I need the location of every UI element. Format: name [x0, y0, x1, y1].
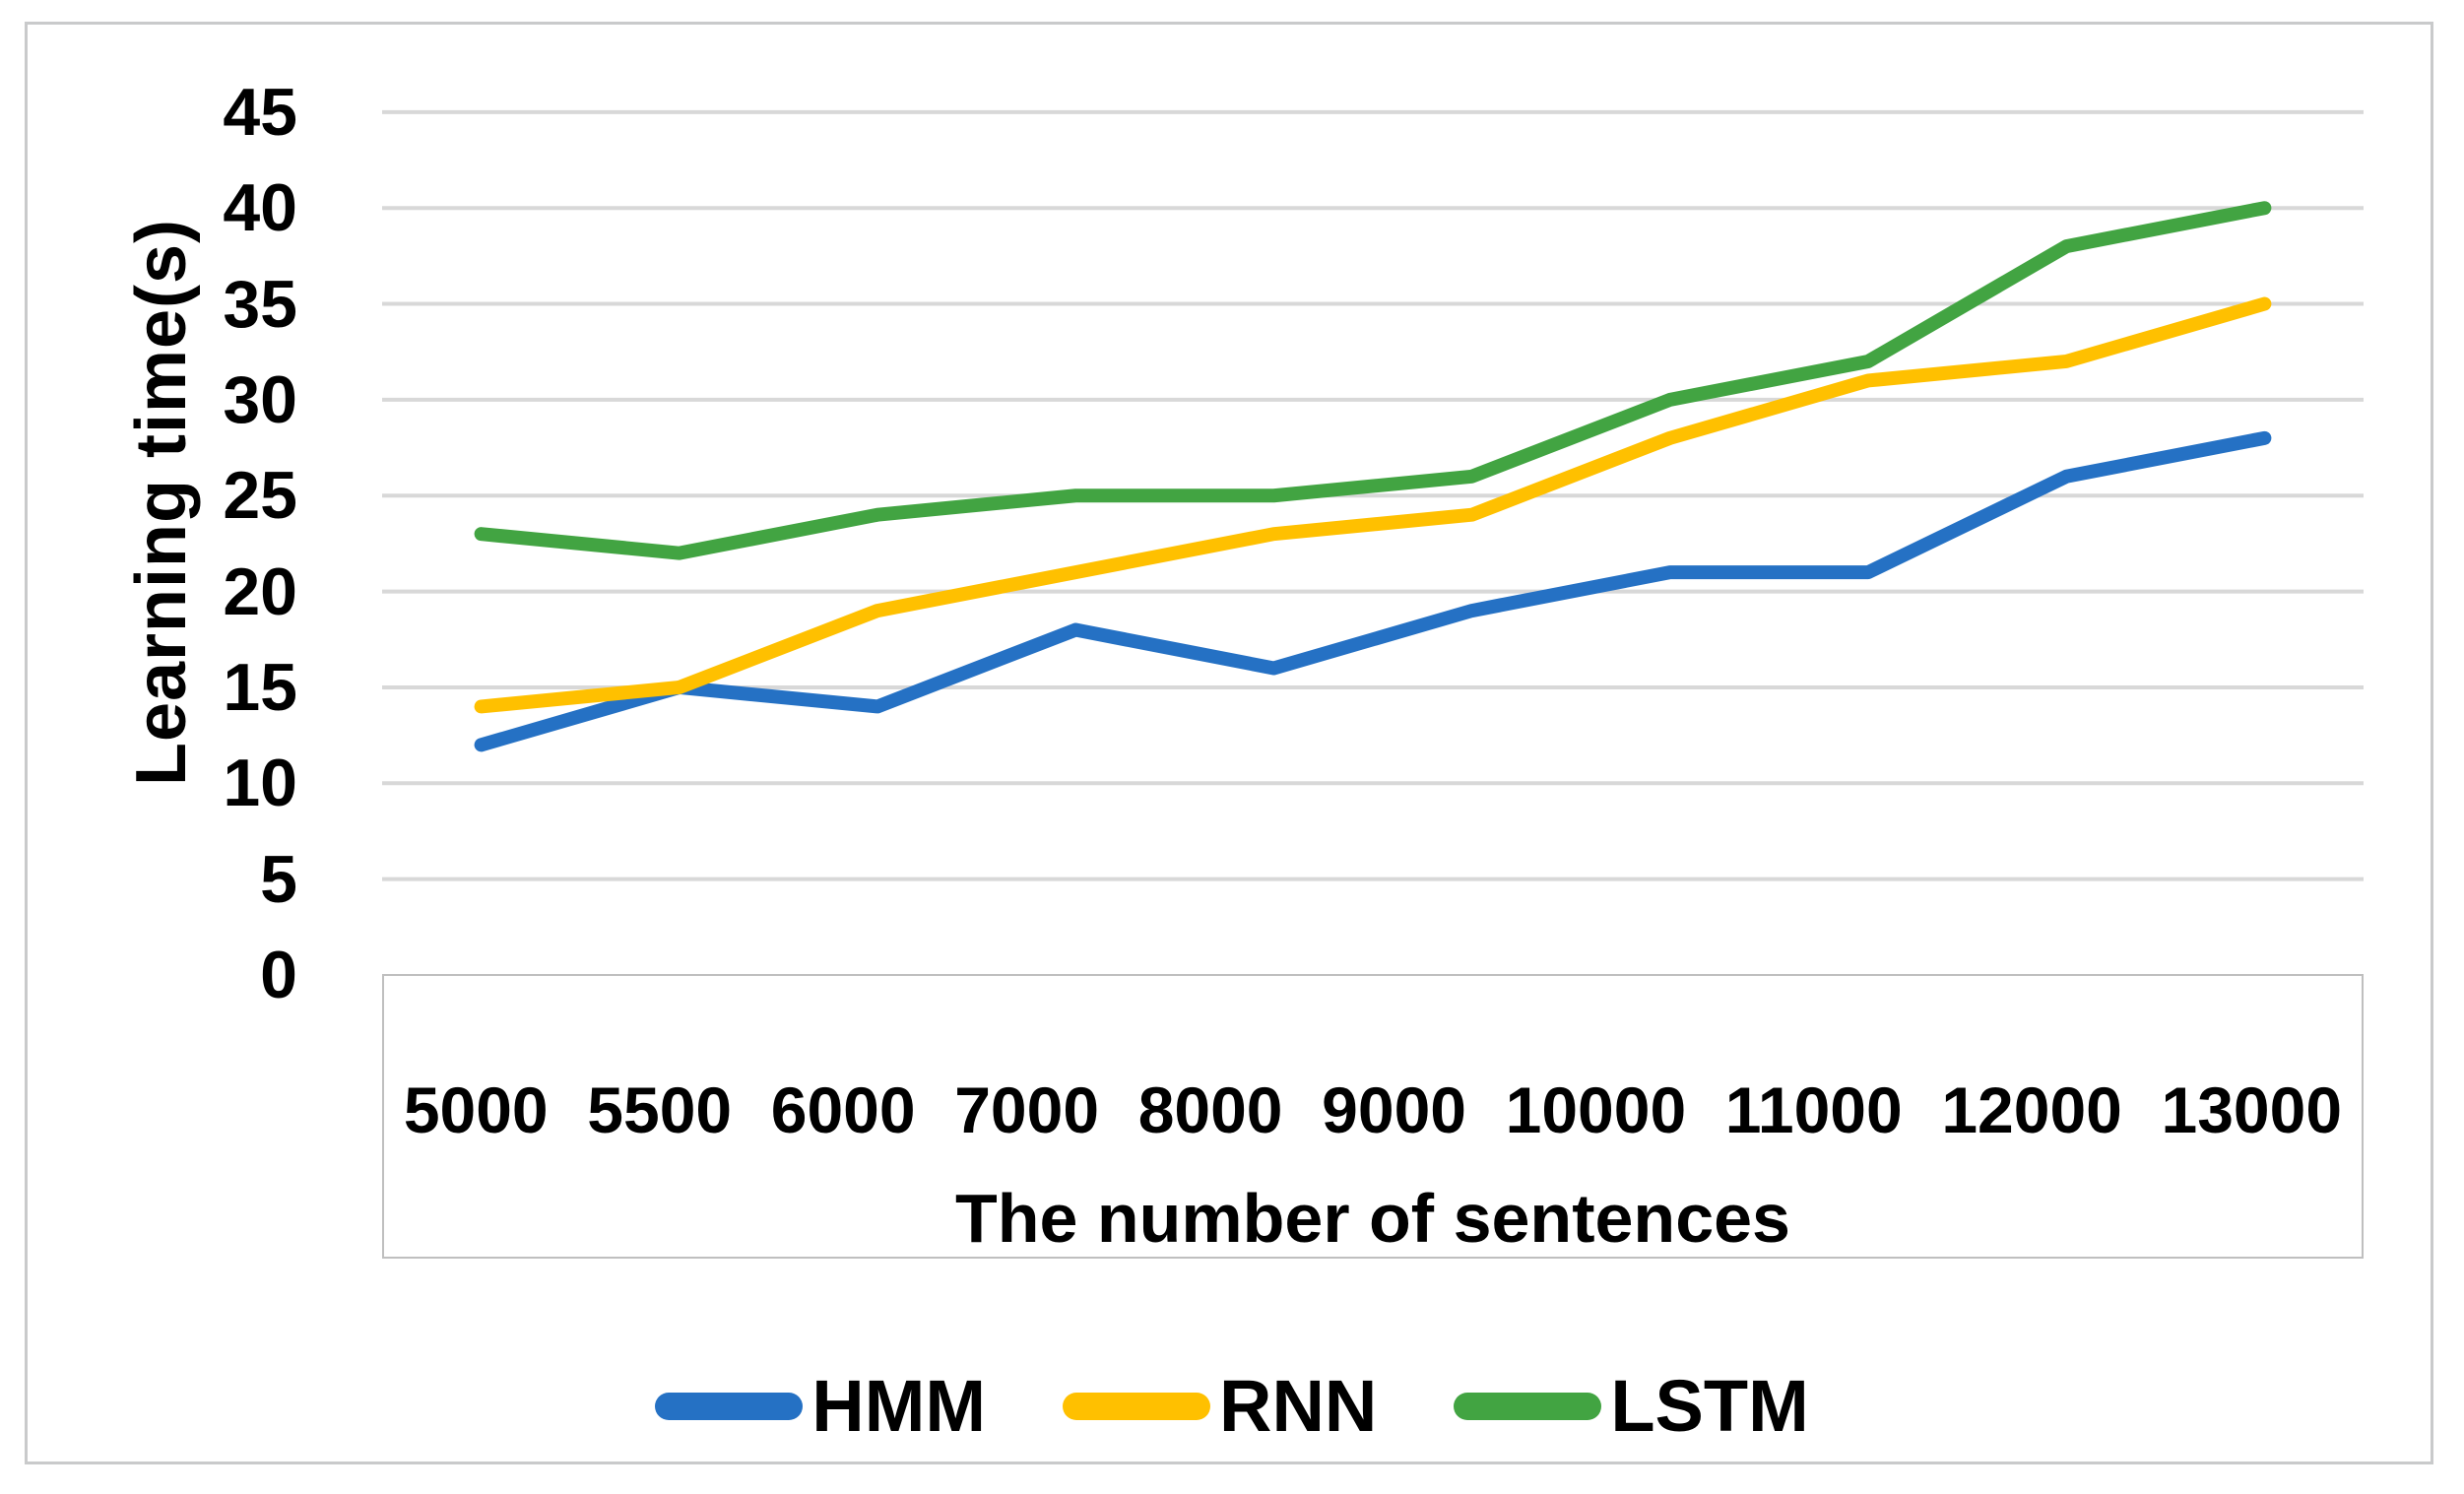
- legend-label-LSTM: LSTM: [1610, 1365, 1809, 1447]
- x-tick-label-9000: 9000: [1322, 1073, 1466, 1146]
- legend-swatch-LSTM: [1454, 1393, 1602, 1420]
- legend-swatch-RNN: [1063, 1393, 1210, 1420]
- x-tick-label-12000: 12000: [1941, 1073, 2122, 1146]
- y-tick-label-40: 40: [223, 170, 297, 246]
- y-tick-label-35: 35: [223, 266, 297, 342]
- legend-label-HMM: HMM: [811, 1365, 986, 1447]
- plot-area: [382, 109, 2364, 881]
- x-tick-label-8000: 8000: [1137, 1073, 1283, 1146]
- x-axis-title: The number of sentences: [955, 1180, 1790, 1257]
- series-line-HMM: [474, 430, 2272, 752]
- y-tick-label-30: 30: [223, 361, 297, 437]
- x-tick-label-5500: 5500: [587, 1073, 733, 1146]
- y-tick-label-25: 25: [223, 458, 297, 534]
- x-tick-label-7000: 7000: [954, 1073, 1100, 1146]
- y-tick-label-15: 15: [223, 649, 297, 725]
- legend-item-RNN: RNN: [1063, 1365, 1377, 1448]
- series-line-LSTM: [474, 201, 2272, 560]
- y-tick-label-20: 20: [223, 553, 297, 629]
- legend-swatch-HMM: [655, 1393, 804, 1420]
- legend-label-RNN: RNN: [1219, 1365, 1378, 1447]
- x-axis-band: 5000 5500 6000 7000 8000 9000 10000 11000 12000 1…: [382, 974, 2364, 1259]
- x-tick-label-11000: 11000: [1724, 1073, 1903, 1146]
- legend-item-LSTM: LSTM: [1454, 1365, 1809, 1448]
- x-tick-label-6000: 6000: [770, 1073, 916, 1146]
- x-axis-tick-labels: 5000 5500 6000 7000 8000 9000 10000 11000 12000 1…: [384, 976, 2362, 1149]
- x-tick-label-10000: 10000: [1505, 1073, 1687, 1146]
- x-tick-label-5000: 5000: [403, 1073, 549, 1146]
- y-tick-label-0: 0: [260, 938, 297, 1012]
- y-tick-label-45: 45: [223, 74, 297, 150]
- x-tick-label-13000: 13000: [2161, 1073, 2343, 1146]
- series-line-RNN: [474, 296, 2272, 714]
- y-tick-label-10: 10: [223, 746, 297, 821]
- legend-item-HMM: HMM: [655, 1365, 986, 1448]
- chart-legend: HMM RNN LSTM: [0, 1365, 2464, 1448]
- y-tick-label-5: 5: [260, 841, 297, 917]
